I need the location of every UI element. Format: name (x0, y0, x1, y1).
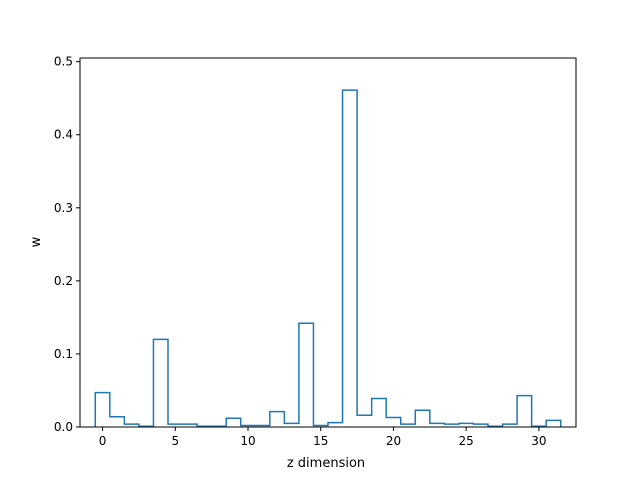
y-tick-label: 0.1 (54, 347, 73, 361)
x-tick-label: 20 (386, 434, 401, 448)
x-tick-label: 5 (171, 434, 179, 448)
axes-frame (79, 57, 577, 428)
y-tick-label: 0.4 (54, 128, 73, 142)
y-tick-label: 0.0 (54, 420, 73, 434)
x-axis-label: z dimension (287, 456, 365, 471)
x-tick-label: 25 (459, 434, 474, 448)
y-tick-label: 0.2 (54, 274, 73, 288)
y-tick-label: 0.3 (54, 201, 73, 215)
x-tick-label: 10 (240, 434, 255, 448)
y-tick-label: 0.5 (54, 55, 73, 69)
x-tick-label: 30 (531, 434, 546, 448)
x-tick-label: 0 (99, 434, 107, 448)
axes: 0 5 10 15 20 25 30 0.0 0.1 0.2 0.3 0.4 0.5 (54, 55, 577, 448)
x-tick-label: 15 (313, 434, 328, 448)
plot-area (94, 89, 562, 428)
y-axis-label: w (29, 236, 44, 247)
step-series-line (94, 89, 562, 428)
